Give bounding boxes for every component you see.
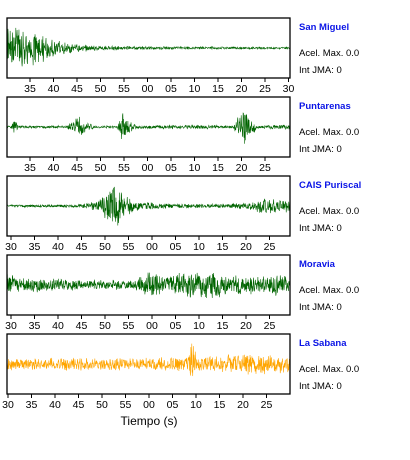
x-tick-label: 55 bbox=[123, 241, 135, 253]
station-name: San Miguel bbox=[299, 22, 350, 33]
max-acceleration-label: Acel. Max. 0.0 bbox=[299, 364, 360, 375]
x-tick-label: 55 bbox=[118, 83, 130, 95]
x-tick-label: 45 bbox=[76, 241, 88, 253]
x-tick-label: 05 bbox=[165, 162, 177, 174]
panel-frame bbox=[6, 96, 291, 158]
x-tick-label: 30 bbox=[2, 399, 14, 411]
x-tick-label: 25 bbox=[259, 162, 271, 174]
x-tick-label: 55 bbox=[123, 320, 135, 332]
x-tick-label: 10 bbox=[190, 399, 202, 411]
x-tick-label: 25 bbox=[264, 320, 276, 332]
x-tick-label: 40 bbox=[52, 241, 64, 253]
panel-frame bbox=[6, 17, 291, 79]
x-tick-label: 00 bbox=[146, 241, 158, 253]
x-tick-label: 30 bbox=[5, 320, 17, 332]
x-tick-label: 10 bbox=[193, 241, 205, 253]
x-tick-label: 30 bbox=[5, 241, 17, 253]
x-tick-label: 00 bbox=[142, 83, 154, 95]
waveform-trace bbox=[6, 343, 291, 377]
max-acceleration-label: Acel. Max. 0.0 bbox=[299, 206, 360, 217]
x-tick-label: 50 bbox=[99, 320, 111, 332]
x-tick-label: 20 bbox=[236, 162, 248, 174]
seismogram-panel: 35 40 45 50 55 00 05 10 15 20 25 bbox=[6, 96, 291, 174]
x-tick-label: 05 bbox=[170, 241, 182, 253]
x-tick-label: 45 bbox=[71, 162, 83, 174]
x-tick-label: 35 bbox=[26, 399, 38, 411]
station-name: Puntarenas bbox=[299, 101, 351, 112]
x-tick-label: 40 bbox=[49, 399, 61, 411]
x-tick-label: 30 bbox=[283, 83, 295, 95]
x-tick-label: 45 bbox=[76, 320, 88, 332]
x-tick-label: 35 bbox=[24, 83, 36, 95]
waveform-trace bbox=[6, 186, 291, 226]
waveform-trace bbox=[6, 112, 291, 144]
x-tick-label: 20 bbox=[237, 399, 249, 411]
station-name: CAIS Puriscal bbox=[299, 180, 362, 191]
x-tick-label: 40 bbox=[52, 320, 64, 332]
max-acceleration-label: Acel. Max. 0.0 bbox=[299, 285, 360, 296]
x-tick-label: 50 bbox=[95, 162, 107, 174]
x-tick-label: 15 bbox=[217, 241, 229, 253]
x-tick-label: 05 bbox=[170, 320, 182, 332]
x-tick-label: 20 bbox=[236, 83, 248, 95]
x-tick-label: 00 bbox=[146, 320, 158, 332]
x-tick-label: 15 bbox=[212, 83, 224, 95]
x-tick-label: 00 bbox=[142, 162, 154, 174]
panel-frame bbox=[6, 175, 291, 237]
waveform-trace bbox=[6, 27, 291, 67]
x-tick-label: 35 bbox=[29, 241, 41, 253]
x-tick-label: 10 bbox=[189, 83, 201, 95]
x-tick-label: 55 bbox=[120, 399, 132, 411]
seismogram-panel: 35 40 45 50 55 00 05 10 15 20 25 30 bbox=[6, 17, 295, 95]
x-tick-label: 50 bbox=[96, 399, 108, 411]
waveform-trace bbox=[6, 272, 291, 298]
jma-intensity-label: Int JMA: 0 bbox=[299, 65, 342, 76]
x-tick-label: 25 bbox=[264, 241, 276, 253]
x-tick-label: 15 bbox=[214, 399, 226, 411]
jma-intensity-label: Int JMA: 0 bbox=[299, 144, 342, 155]
jma-intensity-label: Int JMA: 0 bbox=[299, 302, 342, 313]
x-tick-label: 20 bbox=[240, 320, 252, 332]
x-tick-label: 10 bbox=[193, 320, 205, 332]
x-tick-label: 25 bbox=[259, 83, 271, 95]
x-tick-label: 10 bbox=[189, 162, 201, 174]
x-tick-label: 15 bbox=[212, 162, 224, 174]
x-tick-label: 40 bbox=[48, 83, 60, 95]
x-tick-label: 50 bbox=[99, 241, 111, 253]
jma-intensity-label: Int JMA: 0 bbox=[299, 381, 342, 392]
x-tick-label: 25 bbox=[261, 399, 273, 411]
x-tick-label: 35 bbox=[24, 162, 36, 174]
x-tick-label: 15 bbox=[217, 320, 229, 332]
x-tick-label: 50 bbox=[95, 83, 107, 95]
seismogram-panel: 30 35 40 45 50 55 00 05 10 15 20 25 bbox=[5, 175, 291, 253]
x-tick-label: 20 bbox=[240, 241, 252, 253]
x-tick-label: 45 bbox=[73, 399, 85, 411]
x-axis-label: Tiempo (s) bbox=[120, 414, 178, 428]
x-tick-label: 05 bbox=[165, 83, 177, 95]
station-name: Moravia bbox=[299, 259, 335, 270]
x-tick-label: 00 bbox=[143, 399, 155, 411]
max-acceleration-label: Acel. Max. 0.0 bbox=[299, 48, 360, 59]
panel-frame bbox=[6, 254, 291, 316]
jma-intensity-label: Int JMA: 0 bbox=[299, 223, 342, 234]
max-acceleration-label: Acel. Max. 0.0 bbox=[299, 127, 360, 138]
x-tick-label: 55 bbox=[118, 162, 130, 174]
x-tick-label: 40 bbox=[48, 162, 60, 174]
x-tick-label: 35 bbox=[29, 320, 41, 332]
x-tick-label: 05 bbox=[167, 399, 179, 411]
seismogram-panel: 30 35 40 45 50 55 00 05 10 15 20 25 bbox=[2, 333, 291, 411]
seismogram-panel: 30 35 40 45 50 55 00 05 10 15 20 25 bbox=[5, 254, 291, 332]
x-tick-label: 45 bbox=[71, 83, 83, 95]
station-name: La Sabana bbox=[299, 338, 347, 349]
